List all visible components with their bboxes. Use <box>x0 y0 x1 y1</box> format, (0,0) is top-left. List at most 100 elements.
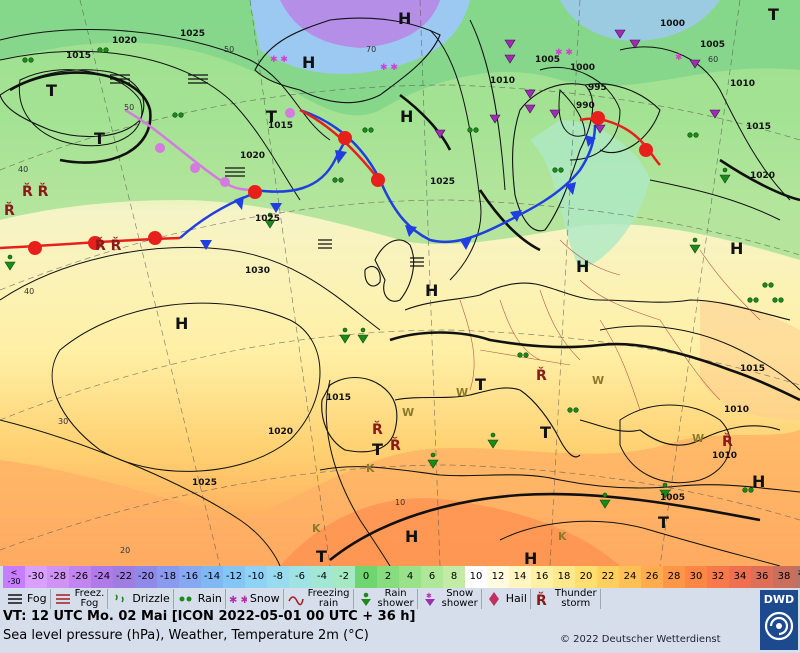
snow-shower-icon: ✱ <box>424 592 435 606</box>
map-description: Sea level pressure (hPa), Weather, Tempe… <box>3 628 369 643</box>
weather-letter: W <box>456 386 468 399</box>
weather-letter: W <box>402 406 414 419</box>
scandinavia-coast <box>512 83 594 232</box>
isobar-label: 1025 <box>180 29 205 39</box>
scale-cell: -30 <box>25 566 47 588</box>
weather-legend: Fog Freez. Fog Drizzle Rain ✱ ✱ Snow Fre… <box>3 589 761 609</box>
high-pressure-label: H <box>752 472 765 491</box>
front-symbols <box>28 108 653 255</box>
weather-letter: K <box>366 462 375 475</box>
fog-icon <box>8 594 22 604</box>
lat-label: 70 <box>366 45 376 54</box>
legend-thunderstorm: Ř Thunder storm <box>531 589 601 609</box>
isobar-label: 1020 <box>240 151 265 161</box>
high-pressure-label: H <box>576 257 589 276</box>
isobar-label: 1025 <box>192 478 217 488</box>
lat-label: 10 <box>395 498 405 507</box>
isobar-label: 1010 <box>730 79 755 89</box>
scale-cell: -24 <box>91 566 113 588</box>
scale-cell: -2 <box>333 566 355 588</box>
hail-icon <box>488 592 499 606</box>
isobar-label: 1020 <box>112 36 137 46</box>
scale-cell: -18 <box>157 566 179 588</box>
legend-freezing-rain: Freezing rain <box>284 589 354 609</box>
svg-text:Ř: Ř <box>536 592 547 607</box>
high-pressure-label: H <box>398 9 411 28</box>
scale-cell: -4 <box>311 566 333 588</box>
lat-label: 20 <box>120 546 130 555</box>
snow-icon: ✱ ✱ <box>229 595 247 606</box>
temperature-scale: < -30 -30 -28 -26 -24 -22 -20 -18 -16 -14 -12 -10 -8… <box>3 566 800 588</box>
weather-map: ✱ ✱ ✱ ✱ ✱ ✱ ✱ Ř Ř Ř Ř Ř Ř Ř Ř Ř 1020 102… <box>0 0 800 566</box>
svg-text:✱ ✱: ✱ ✱ <box>270 55 288 65</box>
svg-text:✱ ✱: ✱ ✱ <box>555 48 573 58</box>
isobar-label: 1025 <box>430 177 455 187</box>
bold-isobars <box>9 71 800 562</box>
cold-front-north-sea <box>299 108 597 244</box>
isobar-label: 1010 <box>712 451 737 461</box>
scale-cell: 18 <box>553 566 575 588</box>
isobar-label: 1005 <box>700 40 725 50</box>
isobar-label: 1020 <box>268 427 293 437</box>
freezing-rain-icon <box>287 596 304 606</box>
weather-letters: W W W W K K K <box>312 374 704 543</box>
scale-cell: 14 <box>509 566 531 588</box>
scale-cell: -10 <box>245 566 267 588</box>
scale-cell: -28 <box>47 566 69 588</box>
scale-cell: 24 <box>619 566 641 588</box>
svg-text:✱ ✱: ✱ ✱ <box>229 595 247 606</box>
greenland-coast <box>254 17 441 104</box>
svg-text:Ř: Ř <box>372 421 383 438</box>
arctic-cold <box>560 0 720 41</box>
low-pressure-label: T <box>658 513 669 532</box>
ireland-coast <box>364 265 381 287</box>
isobar-label: 1010 <box>724 405 749 415</box>
weather-symbols: ✱ ✱ ✱ ✱ ✱ ✱ ✱ Ř Ř Ř Ř Ř Ř Ř Ř Ř <box>4 29 784 509</box>
svg-text:✱ ✱: ✱ ✱ <box>380 63 398 73</box>
svg-text:✱: ✱ <box>675 53 683 63</box>
svg-text:✱: ✱ <box>426 592 432 600</box>
low-pressure-label: T <box>768 5 779 24</box>
legend-label: Rain shower <box>377 588 414 609</box>
svg-text:Ř: Ř <box>390 437 401 454</box>
legend-rain: Rain <box>174 589 226 609</box>
scale-cell: -16 <box>179 566 201 588</box>
legend-fog: Fog <box>3 589 51 609</box>
legend-label: Freez. Fog <box>74 588 105 609</box>
scale-cell: 38 <box>773 566 795 588</box>
lat-label: 50 <box>124 103 134 112</box>
scale-cell: 6 <box>421 566 443 588</box>
scale-cell: 22 <box>597 566 619 588</box>
isobar-label: 1005 <box>660 493 685 503</box>
balkan-turkey-coast <box>579 419 781 446</box>
low-pressure-label: T <box>372 440 383 459</box>
scale-cell: ≥40 °C <box>795 566 800 588</box>
high-pressure-label: H <box>405 527 418 546</box>
scale-cell: 8 <box>443 566 465 588</box>
france-med-coast <box>394 387 521 401</box>
isobar-label: 1015 <box>66 51 91 61</box>
svg-text:Ř: Ř <box>536 367 547 384</box>
svg-text:Ř Ř: Ř Ř <box>95 237 122 254</box>
scale-cell: -8 <box>267 566 289 588</box>
legend-label: Snow <box>249 592 280 605</box>
weather-letter: W <box>692 432 704 445</box>
scale-cell: -26 <box>69 566 91 588</box>
low-pressure-label: T <box>266 107 277 126</box>
dwd-swirl-icon <box>764 611 794 641</box>
legend-label: Hail <box>505 592 527 605</box>
italy-coast <box>519 389 581 458</box>
legend-label: Freezing rain <box>307 588 350 609</box>
isobar-label: 1025 <box>255 214 280 224</box>
high-pressure-label: H <box>730 239 743 258</box>
isobar-label: 1015 <box>326 393 351 403</box>
africa-warm <box>0 430 800 566</box>
scale-cell: -6 <box>289 566 311 588</box>
scale-cell: 0 <box>355 566 377 588</box>
svg-text:Ř Ř: Ř Ř <box>22 183 49 200</box>
isobar-label: 1020 <box>750 171 775 181</box>
low-pressure-label: T <box>540 423 551 442</box>
scale-cell: 20 <box>575 566 597 588</box>
scale-cell: 32 <box>707 566 729 588</box>
